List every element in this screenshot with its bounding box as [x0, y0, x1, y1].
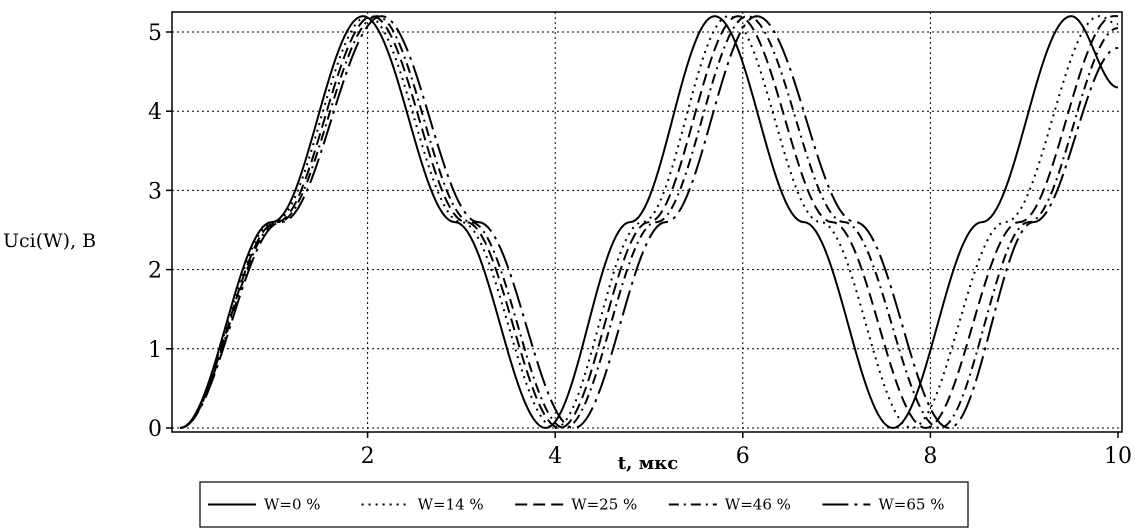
legend-entry-label: W=65 % — [878, 496, 944, 514]
y-tick-label: 3 — [148, 179, 162, 204]
y-tick-label: 1 — [148, 338, 162, 363]
series-line — [179, 15, 1118, 430]
series-line — [179, 15, 1119, 430]
grid — [172, 12, 1122, 432]
x-tick-label: 8 — [923, 444, 937, 469]
series-line — [179, 15, 1119, 430]
legend-entry-label: W=14 % — [418, 496, 484, 514]
legend: W=0 % W=14 % W=25 % W=46 % W=65 % — [199, 481, 969, 528]
x-ticks: 2 4 6 8 10 — [361, 432, 1132, 469]
y-axis-label: Uci(W), B — [3, 230, 96, 252]
y-tick-label: 0 — [148, 417, 162, 442]
x-tick-label: 10 — [1104, 444, 1132, 469]
x-tick-label: 4 — [548, 444, 562, 469]
legend-entry-label: W=46 % — [725, 496, 791, 514]
y-ticks: 0 1 2 3 4 5 — [148, 21, 172, 442]
y-tick-label: 5 — [148, 21, 162, 46]
series-group — [179, 15, 1119, 430]
x-axis-label: t, мкс — [618, 453, 678, 474]
legend-entry-label: W=25 % — [571, 496, 637, 514]
x-tick-label: 2 — [361, 444, 375, 469]
series-line — [179, 15, 1119, 430]
y-tick-label: 2 — [148, 259, 162, 284]
series-line — [179, 15, 1119, 430]
legend-entry-label: W=0 % — [264, 496, 321, 514]
x-tick-label: 6 — [736, 444, 750, 469]
y-tick-label: 4 — [148, 100, 162, 125]
